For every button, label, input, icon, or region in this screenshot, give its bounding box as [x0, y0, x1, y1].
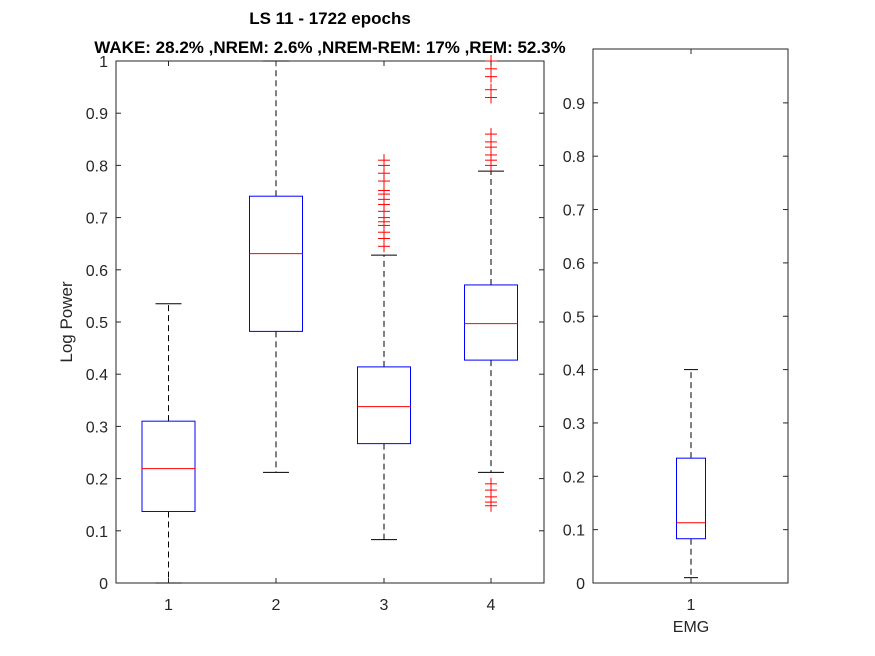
power-ytick-label: 0.2 — [86, 472, 108, 489]
emg-ytick-label: 0.8 — [563, 149, 585, 166]
chart-title-line1: LS 11 - 1722 epochs — [249, 9, 411, 28]
emg-x-axis-label: EMG — [673, 619, 709, 636]
emg-ytick-label: 0.7 — [563, 203, 585, 220]
emg-ytick-label: 0.3 — [563, 416, 585, 433]
emg-ytick-label: 0.9 — [563, 96, 585, 113]
emg-ytick-label: 0.6 — [563, 256, 585, 273]
power-box — [464, 284, 518, 361]
power-ytick-label: 0.8 — [86, 158, 108, 175]
power-ytick-label: 0.6 — [86, 263, 108, 280]
emg-ytick-label: 0.2 — [563, 469, 585, 486]
power-outlier-marker — [485, 128, 497, 141]
power-ytick-label: 0.5 — [86, 315, 108, 332]
power-outlier-marker — [485, 83, 497, 96]
emg-boxplots — [676, 369, 706, 579]
power-ytick-label: 1 — [99, 54, 108, 71]
emg-box — [676, 457, 706, 540]
power-xtick-label: 4 — [487, 597, 496, 614]
power-outlier-marker — [378, 154, 390, 167]
emg-axes-frame — [592, 48, 789, 584]
power-ytick-label: 0.1 — [86, 524, 108, 541]
power-box — [249, 195, 303, 332]
power-outlier-marker — [485, 477, 497, 490]
y-axis-label: Log Power — [57, 281, 76, 363]
emg-ytick-label: 0.4 — [563, 363, 585, 380]
chart-title-line2: WAKE: 28.2% ,NREM: 2.6% ,NREM-REM: 17% ,… — [94, 38, 565, 57]
power-axes-frame — [115, 60, 545, 584]
emg-xtick-label: 1 — [687, 597, 696, 614]
power-box — [141, 420, 196, 512]
power-ytick-label: 0.7 — [86, 211, 108, 228]
emg-ticks: 0 0.1 0.2 0.3 0.4 0.5 0.6 0.7 0.8 0.9 1 — [563, 49, 788, 614]
emg-ytick-label: 0.5 — [563, 309, 585, 326]
power-xtick-label: 1 — [164, 597, 173, 614]
power-xtick-label: 2 — [272, 597, 281, 614]
power-xtick-label: 3 — [380, 597, 389, 614]
power-ytick-label: 0.4 — [86, 367, 108, 384]
power-ytick-label: 0 — [99, 576, 108, 593]
power-box — [357, 366, 411, 445]
emg-ytick-label: 0.1 — [563, 523, 585, 540]
emg-axes: 0 0.1 0.2 0.3 0.4 0.5 0.6 0.7 0.8 0.9 1 EMG — [563, 48, 789, 636]
power-ytick-label: 0.9 — [86, 106, 108, 123]
power-ytick-label: 0.3 — [86, 419, 108, 436]
power-axes: 0 0.1 0.2 0.3 0.4 0.5 0.6 0.7 0.8 0.9 1 1 2 3 4 Log Po… — [57, 54, 545, 614]
power-ticks: 0 0.1 0.2 0.3 0.4 0.5 0.6 0.7 0.8 0.9 1 1 2 3 4 — [86, 54, 544, 614]
emg-ytick-label: 0 — [576, 576, 585, 593]
